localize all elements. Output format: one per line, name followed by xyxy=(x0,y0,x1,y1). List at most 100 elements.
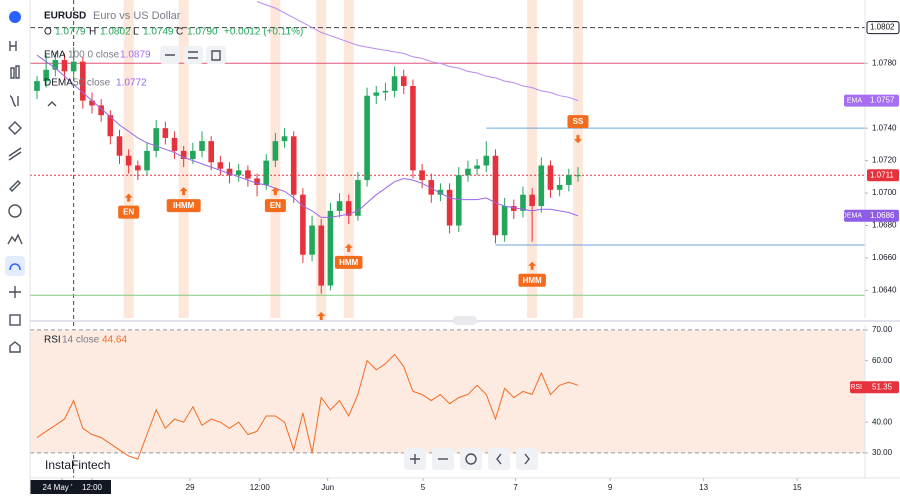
candle-body xyxy=(465,168,471,176)
candle-body xyxy=(327,210,334,286)
tool-home[interactable] xyxy=(9,341,21,353)
reset[interactable] xyxy=(460,448,482,470)
y-tick-label: 1.0780 xyxy=(872,58,897,67)
candle-body xyxy=(410,85,416,171)
y-tick-label: 1.0700 xyxy=(872,188,897,197)
x-tick-label: 29 xyxy=(186,483,195,492)
candle-body xyxy=(345,201,352,216)
tool-shape[interactable] xyxy=(8,121,22,135)
candle-body xyxy=(391,76,398,91)
x-tick-label: 12:00 xyxy=(250,483,271,492)
candle-body xyxy=(80,61,86,101)
candle-body xyxy=(199,141,205,151)
x-tick-label: Jun xyxy=(321,483,334,492)
candle-body xyxy=(492,155,499,236)
candle-body xyxy=(566,175,572,185)
scroll-right[interactable] xyxy=(516,448,538,470)
signal-label-bg xyxy=(264,199,286,213)
signal-label: SS xyxy=(573,117,584,126)
signal-band xyxy=(572,0,583,318)
x-tick-label: 13 xyxy=(699,483,708,492)
signal-label: EN xyxy=(123,208,134,217)
rsi-value: 44.64 xyxy=(102,335,127,346)
candle-body xyxy=(309,225,315,255)
ohlc-key: C xyxy=(176,27,183,38)
candle-body xyxy=(446,189,453,226)
price-label-bg xyxy=(844,94,899,107)
candle-body xyxy=(254,178,260,185)
signal-label: EN xyxy=(270,201,281,210)
scroll-left[interactable] xyxy=(488,448,510,470)
ohlc-key: H xyxy=(89,27,96,38)
signal-label: HMM xyxy=(523,276,542,285)
candle-body xyxy=(135,165,141,171)
indicator-line xyxy=(256,1,579,102)
legend-icons xyxy=(165,50,221,61)
settings-button[interactable] xyxy=(183,46,203,64)
candle-body xyxy=(98,105,104,116)
candle-body xyxy=(556,184,563,190)
toolbar xyxy=(0,0,31,496)
tool-lock[interactable] xyxy=(9,314,21,326)
scroll-right-icon xyxy=(524,453,530,465)
candle-body xyxy=(428,180,435,195)
x-tick-label: 5 xyxy=(421,483,426,492)
candle-body xyxy=(373,92,380,96)
tool-magnet-active[interactable] xyxy=(5,256,25,276)
candle-body xyxy=(89,100,95,106)
candle-body xyxy=(263,160,270,185)
price-label-bg xyxy=(844,209,899,222)
zoom-controls xyxy=(404,448,538,470)
tool-timeframe[interactable] xyxy=(9,41,17,51)
candle-body xyxy=(281,136,288,142)
y-tick-label: 70.00 xyxy=(872,325,893,334)
candle-body xyxy=(226,168,233,176)
signal-arrow xyxy=(573,135,582,144)
change: +0.0012 (+0.11%) xyxy=(224,27,303,38)
signal-arrow xyxy=(271,187,280,196)
tool-indicators[interactable] xyxy=(9,95,19,107)
ohlc-value: 1.0790 xyxy=(187,27,218,38)
signal-label-bg xyxy=(334,255,363,269)
signal-label-bg xyxy=(567,115,589,129)
y-tick-label: 1.0740 xyxy=(872,123,897,132)
candle-body xyxy=(382,90,389,93)
delete-button[interactable] xyxy=(206,46,226,64)
signal-label-bg xyxy=(166,199,201,213)
toolbar-bg xyxy=(0,0,30,496)
signal-label-bg xyxy=(118,205,140,219)
tool-eye[interactable] xyxy=(9,286,21,298)
tool-chart-type[interactable] xyxy=(10,65,20,79)
price-label-name: DEMA xyxy=(842,213,863,220)
tool-patterns[interactable] xyxy=(7,233,23,245)
signal-label-bg xyxy=(518,273,546,287)
logo[interactable] xyxy=(9,11,21,23)
ohlc-value: 1.0749 xyxy=(143,27,174,38)
candle-body xyxy=(107,115,114,137)
rsi-last-value: 51.35 xyxy=(872,382,893,391)
y-tick-label: 60.00 xyxy=(872,356,893,365)
signal-label: HMM xyxy=(339,258,358,267)
candle-body xyxy=(235,170,242,176)
y-tick-label: 1.0660 xyxy=(872,253,897,262)
tool-lines[interactable] xyxy=(8,147,22,161)
tool-magnet[interactable] xyxy=(9,263,21,271)
candle-body xyxy=(547,165,554,190)
y-tick-label: 1.0720 xyxy=(872,156,897,165)
collapse[interactable] xyxy=(47,101,57,107)
candle-body xyxy=(318,225,325,286)
dema-value: 1.0772 xyxy=(116,78,147,89)
price-label-value: 1.0757 xyxy=(870,96,895,105)
indicator-line xyxy=(36,54,579,218)
scroll-left-icon xyxy=(496,453,502,465)
tool-brush[interactable] xyxy=(9,180,21,192)
tool-emoji[interactable] xyxy=(8,204,22,218)
signal-arrow xyxy=(124,193,133,202)
ohlc-value: 1.0802 xyxy=(100,27,131,38)
signal-arrow xyxy=(317,312,326,320)
candle-body xyxy=(180,150,187,159)
candle-body xyxy=(300,194,306,255)
candle-body xyxy=(116,136,123,156)
candle-body xyxy=(336,201,343,211)
